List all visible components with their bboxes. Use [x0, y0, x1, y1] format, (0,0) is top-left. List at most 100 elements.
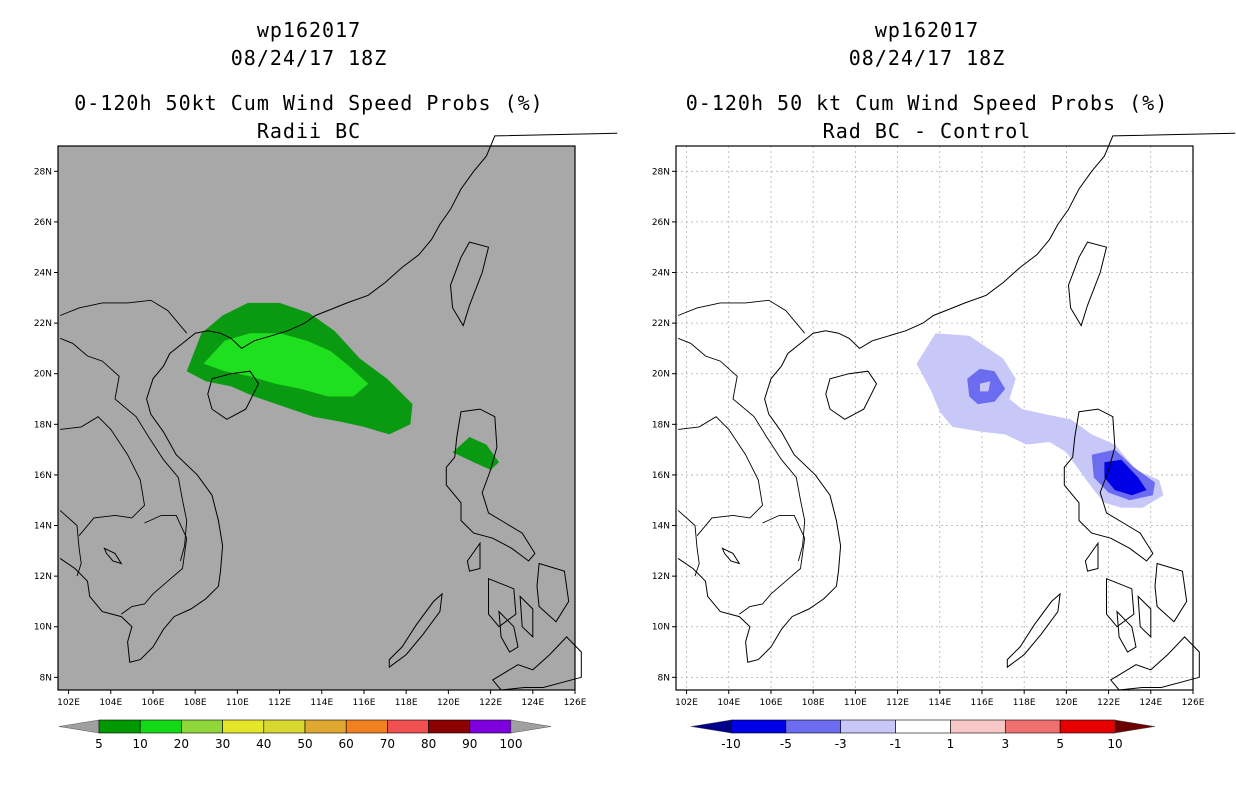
palawan-coastline	[1006, 592, 1061, 669]
map-plot: 102E 104E 106E 108E 110E 112E 114E 116E 118E 120E…	[34, 132, 618, 751]
y-tick-label: 16N	[34, 471, 52, 481]
x-tick-label: 112E	[886, 698, 909, 708]
colorbar-swatch	[785, 719, 842, 734]
map-plot: 102E 104E 106E 108E 110E 112E 114E 116E 118E 120E…	[652, 132, 1236, 751]
cebu-coastline	[519, 595, 534, 639]
y-tick-label: 24N	[34, 269, 52, 279]
y-tick-label: 26N	[652, 218, 670, 228]
x-tick-label: 104E	[99, 698, 122, 708]
colorbar-swatch	[139, 719, 182, 734]
colorbar-label: 40	[256, 737, 271, 751]
x-tick-label: 122E	[1097, 698, 1120, 708]
x-tick-label: 102E	[675, 698, 698, 708]
plot-background	[58, 146, 575, 690]
storm-id: wp162017	[256, 18, 362, 42]
y-tick-label: 22N	[34, 319, 52, 329]
y-tick-label: 12N	[652, 572, 670, 582]
y-tick-label: 16N	[652, 471, 670, 481]
country-borders	[677, 299, 806, 615]
probability-shading	[186, 302, 499, 470]
colorbar-label: 100	[500, 737, 523, 751]
x-tick-label: 114E	[928, 698, 951, 708]
plot-frame	[57, 145, 576, 691]
y-tick-label: 26N	[34, 218, 52, 228]
mainland-coastline	[59, 132, 618, 663]
colorbar-swatch	[304, 719, 347, 734]
chart-subtitle: Rad BC - Control	[822, 119, 1032, 143]
coastlines	[59, 132, 618, 691]
tonle-sap-lake	[103, 547, 123, 565]
colorbar-left-arrow	[690, 719, 732, 734]
colorbar-label: 10	[133, 737, 148, 751]
x-tick-label: 108E	[802, 698, 825, 708]
colorbar-swatch	[895, 719, 951, 734]
x-tick-label: 106E	[760, 698, 783, 708]
luzon-coastline	[445, 408, 536, 562]
x-tick-label: 104E	[717, 698, 740, 708]
x-tick-label: 116E	[353, 698, 376, 708]
x-tick-label: 118E	[395, 698, 418, 708]
x-tick-label: 112E	[268, 698, 291, 708]
y-tick-label: 8N	[40, 673, 52, 683]
y-tick-label: 14N	[34, 522, 52, 532]
colorbar-swatch	[98, 719, 141, 734]
diff-contour-minus-5	[1104, 459, 1147, 496]
x-tick-label: 110E	[844, 698, 867, 708]
colorbar-swatch	[730, 719, 787, 734]
negros-coastline	[1116, 610, 1137, 653]
colorbar-swatch	[387, 719, 429, 734]
colorbar-swatch	[222, 719, 265, 734]
samar-leyte-coastline	[536, 562, 570, 623]
negros-coastline	[498, 610, 519, 653]
thailand-cambodia-border	[677, 510, 700, 577]
x-tick-label: 102E	[57, 698, 80, 708]
coastlines	[677, 132, 1236, 691]
storm-id: wp162017	[874, 18, 980, 42]
chart-datetime: 08/24/17 18Z	[848, 46, 1006, 70]
colorbar-label: 20	[174, 737, 189, 751]
colorbar-label: -10	[721, 737, 741, 751]
mindanao-coastline	[491, 636, 582, 691]
prob-contour-5-luzon	[452, 437, 499, 470]
luzon-coastline	[1063, 408, 1154, 562]
mindoro-coastline	[466, 541, 481, 572]
y-tick-label: 20N	[34, 370, 52, 380]
right-chart-panel: wp162017 08/24/17 18Z 0-120h 50 kt Cum W…	[618, 0, 1236, 800]
colorbar-label: 1	[947, 737, 955, 751]
prob-contour-10	[203, 333, 369, 397]
colorbar-swatch	[950, 719, 1006, 734]
x-tick-label: 118E	[1013, 698, 1036, 708]
colorbar-label: 5	[95, 737, 103, 751]
mekong-border	[678, 416, 763, 536]
colorbar-swatch	[181, 719, 223, 734]
x-tick-label: 116E	[971, 698, 994, 708]
diff-contour-hole	[979, 381, 991, 392]
y-tick-label: 20N	[652, 370, 670, 380]
colorbar-legend: -10 -5 -3 -1 1 3 5 10	[690, 719, 1156, 751]
cebu-coastline	[1137, 595, 1152, 639]
colorbar-label: 30	[215, 737, 230, 751]
x-tick-label: 108E	[184, 698, 207, 708]
x-tick-label: 126E	[1182, 698, 1205, 708]
y-tick-label: 18N	[34, 420, 52, 430]
colorbar-label: -3	[835, 737, 847, 751]
plot-background	[676, 146, 1193, 690]
samar-leyte-coastline	[1154, 562, 1188, 623]
x-tick-label: 120E	[1055, 698, 1078, 708]
left-chart-panel: wp162017 08/24/17 18Z 0-120h 50kt Cum Wi…	[34, 18, 618, 751]
x-tick-label: 106E	[142, 698, 165, 708]
colorbar-swatch	[1059, 719, 1116, 734]
colorbar-label: 70	[380, 737, 395, 751]
mindoro-coastline	[1084, 541, 1099, 572]
x-tick-label: 124E	[1139, 698, 1162, 708]
mekong-border	[60, 416, 145, 536]
chart-title: 0-120h 50 kt Cum Wind Speed Probs (%)	[685, 91, 1169, 115]
mainland-coastline	[677, 132, 1236, 663]
taiwan-coastline	[1067, 241, 1108, 327]
colorbar-swatch	[428, 719, 471, 734]
chart-subtitle: Radii BC	[256, 119, 362, 143]
cambodia-vietnam-border	[121, 514, 188, 615]
colorbar-label: 60	[339, 737, 354, 751]
china-vietnam-border	[59, 299, 188, 334]
plot-frame	[675, 145, 1194, 691]
